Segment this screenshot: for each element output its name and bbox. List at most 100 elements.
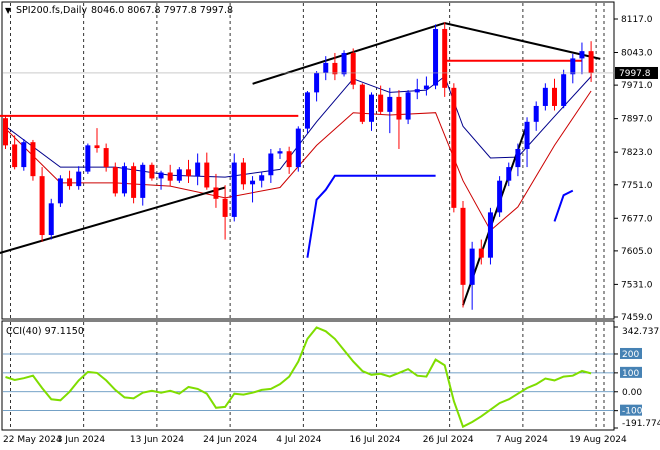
- candle: [30, 139, 36, 181]
- cci-axis: 342.7377 200 100 0.00 -100 -191.7746: [614, 326, 660, 429]
- candle: [103, 143, 109, 172]
- candle-body: [295, 128, 301, 168]
- y-tick-label: 8117.0: [621, 15, 653, 25]
- current-price-badge: [615, 66, 658, 79]
- current-price-label: 7997.8: [619, 69, 651, 79]
- candle: [12, 135, 18, 170]
- cci-tick-label: -100: [622, 407, 643, 417]
- candle: [186, 159, 191, 183]
- candle: [149, 162, 155, 181]
- y-tick-label: 7751.0: [621, 181, 653, 191]
- candle-body: [204, 162, 210, 188]
- candle-body: [341, 52, 347, 75]
- candle-body: [3, 118, 8, 146]
- candle: [323, 56, 329, 81]
- x-tick-label: 19 Aug 2024: [569, 435, 627, 445]
- candle-body: [515, 148, 521, 168]
- candle-body: [30, 142, 36, 177]
- candle: [387, 87, 393, 134]
- candle-body: [85, 145, 91, 172]
- candle-body: [259, 175, 265, 181]
- candle: [570, 53, 576, 84]
- y-tick-label: 7971.0: [621, 81, 653, 91]
- candle: [39, 167, 45, 242]
- candle: [48, 198, 54, 240]
- candle-body: [359, 84, 365, 122]
- candle: [588, 41, 594, 82]
- candle-body: [268, 153, 274, 176]
- support-line: [553, 189, 574, 222]
- candle-body: [387, 96, 393, 112]
- collapse-arrow-icon[interactable]: ▼: [5, 6, 12, 15]
- candle: [561, 69, 567, 109]
- candle: [350, 48, 356, 90]
- candle-body: [213, 187, 219, 199]
- candle: [204, 152, 210, 190]
- candle: [487, 207, 493, 265]
- candle-body: [524, 121, 530, 149]
- candle: [460, 201, 466, 308]
- candle-body: [414, 89, 420, 93]
- candle: [506, 162, 512, 187]
- candles: [3, 22, 594, 310]
- cci-level-lines: [3, 353, 614, 412]
- candle: [67, 170, 73, 190]
- candle: [341, 50, 347, 77]
- candle: [332, 52, 338, 81]
- y-tick-label: 8043.0: [621, 49, 653, 59]
- candle-body: [195, 162, 201, 177]
- candle-body: [460, 207, 466, 285]
- candle: [268, 148, 274, 183]
- candle: [112, 162, 118, 197]
- y-tick-label: 7677.0: [621, 214, 653, 224]
- cci-tick-label: 0.00: [622, 388, 642, 398]
- candle: [277, 148, 283, 159]
- candle-body: [186, 169, 191, 177]
- candle-body: [112, 167, 118, 194]
- candle: [213, 173, 219, 208]
- candle: [240, 158, 246, 190]
- candle-body: [131, 166, 137, 198]
- candle-body: [561, 74, 567, 106]
- candle: [369, 92, 374, 131]
- candle: [515, 143, 521, 177]
- candle: [542, 83, 548, 111]
- candle: [314, 71, 320, 102]
- candle-body: [332, 62, 338, 75]
- x-tick-label: 22 May 2024: [3, 435, 62, 445]
- x-tick-label: 13 Jun 2024: [130, 435, 184, 445]
- candle: [259, 171, 265, 188]
- x-tick-label: 24 Jun 2024: [203, 435, 257, 445]
- candle-body: [469, 248, 475, 285]
- ohlc-values: 8046.0 8067.8 7977.8 7997.8: [91, 5, 233, 16]
- cci-tick-label: 100: [622, 369, 639, 379]
- candle: [478, 239, 484, 265]
- candle-body: [588, 51, 594, 73]
- candle-body: [350, 52, 356, 85]
- trend-line: [0, 186, 226, 254]
- candle-body: [149, 164, 155, 179]
- candle-body: [167, 172, 173, 181]
- candle-body: [506, 167, 512, 181]
- candle-body: [570, 58, 576, 75]
- cci-label: CCI(40) 97.1150: [6, 326, 84, 337]
- candle: [231, 153, 237, 222]
- candle: [94, 128, 100, 153]
- cci-tick-label: -191.7746: [622, 419, 660, 429]
- candle-body: [552, 87, 557, 106]
- y-tick-label: 7897.0: [621, 115, 653, 125]
- candle: [222, 185, 228, 240]
- candle: [423, 76, 429, 96]
- candle: [121, 162, 127, 197]
- candle: [451, 83, 457, 213]
- price-axis: 8117.0 8043.0 7971.0 7897.0 7823.0 7751.0 7677…: [3, 15, 658, 323]
- candle-body: [121, 166, 127, 194]
- cci-line: [5, 326, 592, 429]
- candle-body: [21, 142, 27, 168]
- cci-level-badge: [620, 366, 642, 378]
- candle: [158, 170, 164, 190]
- cci-tick-label: 342.7377: [622, 327, 660, 337]
- candle: [140, 162, 146, 206]
